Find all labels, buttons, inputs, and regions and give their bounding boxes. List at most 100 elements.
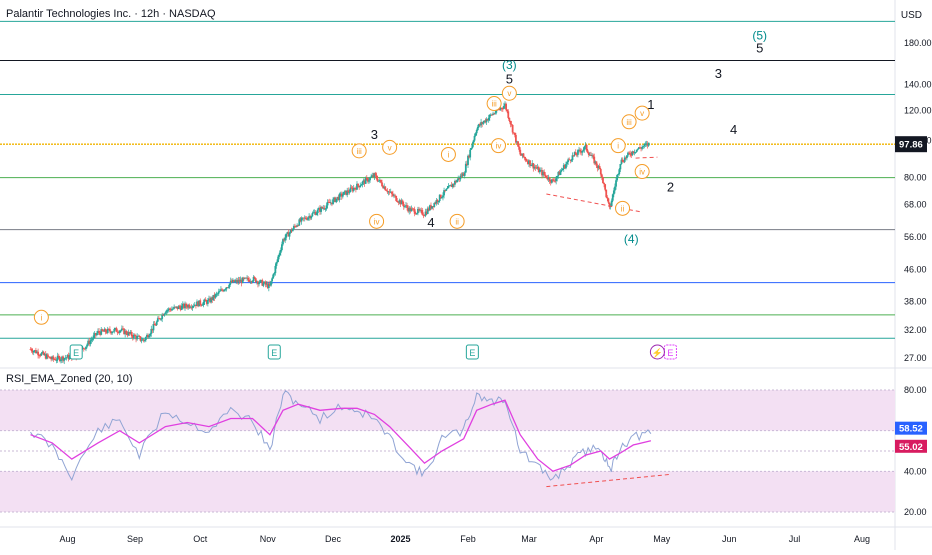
candle-body <box>331 202 333 205</box>
candle-body <box>319 208 321 212</box>
candle-body <box>127 332 130 336</box>
candle-body <box>454 180 456 185</box>
candle-body <box>451 183 454 188</box>
candle-body <box>176 306 179 309</box>
candle-body <box>540 170 542 171</box>
price-tick-label: 120.00 <box>904 105 932 115</box>
candle-body <box>544 174 547 176</box>
candle-body <box>337 196 340 200</box>
wave-circle-label-3: iv <box>374 217 380 226</box>
candle-body <box>58 356 61 362</box>
candle-body <box>579 149 582 152</box>
candle-body <box>236 280 239 283</box>
candle-body <box>213 294 216 298</box>
candle-body <box>378 179 381 181</box>
candle-body <box>141 339 144 341</box>
wave-circle-5 <box>449 213 465 229</box>
candle-body <box>597 166 600 169</box>
candle-body <box>37 351 39 356</box>
candle-body <box>336 196 339 199</box>
candle-body <box>400 200 403 205</box>
candle-body <box>380 179 382 183</box>
candle-body <box>599 169 602 175</box>
candle-body <box>618 169 621 175</box>
candle-body <box>396 200 399 202</box>
candle-body <box>592 155 595 157</box>
candle-body <box>117 332 120 334</box>
candle-body <box>307 217 309 220</box>
candle-body <box>561 168 564 170</box>
rsi-title: RSI_EMA_Zoned (20, 10) <box>6 373 133 385</box>
rsi-last-label-0: 58.52 <box>899 424 923 435</box>
candle-body <box>181 303 184 306</box>
candle-body <box>205 300 208 304</box>
candle-body <box>153 324 156 325</box>
wave-circle-label-10: iii <box>626 118 632 127</box>
candle-body <box>562 165 565 169</box>
candle-body <box>270 281 272 286</box>
candle-body <box>385 190 388 192</box>
time-tick-label: Aug <box>854 534 870 544</box>
candle-body <box>222 290 225 292</box>
candle-body <box>61 356 63 360</box>
candle-body <box>430 205 432 209</box>
candle-body <box>360 184 363 186</box>
candle-body <box>575 154 578 156</box>
candle-body <box>537 167 540 173</box>
candle-body <box>192 305 195 307</box>
candle-body <box>628 152 630 154</box>
candle-body <box>419 209 422 211</box>
candle-body <box>484 120 487 123</box>
candle-body <box>519 149 522 155</box>
candle-body <box>313 212 316 213</box>
candle-body <box>469 149 472 158</box>
candle-body <box>446 188 449 189</box>
candle-body <box>480 122 482 126</box>
candle-body <box>147 335 149 338</box>
candle-body <box>304 217 307 219</box>
wave-circle-7 <box>501 85 517 101</box>
candle-body <box>551 179 554 181</box>
candle-body <box>368 180 370 182</box>
candle-body <box>139 336 142 341</box>
wave-label-1: 4 <box>427 215 434 230</box>
candle-body <box>312 212 315 214</box>
candle-body <box>631 151 634 156</box>
earnings-marker-label-0: E <box>73 348 79 358</box>
wave-circle-10 <box>621 114 637 130</box>
candle-body <box>594 161 597 164</box>
candle-body <box>248 279 251 282</box>
rsi-zone-1 <box>0 471 895 512</box>
candle-body <box>412 208 415 210</box>
candle-body <box>263 281 266 284</box>
candle-body <box>122 328 124 330</box>
candle-body <box>169 309 172 311</box>
candle-body <box>119 330 122 332</box>
candle-body <box>107 328 110 330</box>
candle-body <box>237 279 240 283</box>
candle-body <box>623 157 626 162</box>
candle-body <box>600 174 603 178</box>
candle-body <box>624 157 627 159</box>
candle-body <box>189 307 192 309</box>
candle-body <box>518 146 521 150</box>
wave-degree-label-2: (5) <box>752 28 767 42</box>
rsi-zone-0 <box>0 390 895 431</box>
candle-body <box>109 329 111 332</box>
candle-body <box>356 183 358 190</box>
candle-body <box>128 332 131 334</box>
candle-body <box>125 330 128 335</box>
candle-body <box>488 114 491 118</box>
wave-label-7: 5 <box>756 40 763 55</box>
candle-body <box>357 183 359 186</box>
candle-body <box>254 278 257 283</box>
candle-body <box>606 197 609 199</box>
candle-body <box>202 301 205 305</box>
candle-body <box>67 354 70 360</box>
rsi-last-label-1: 55.02 <box>899 442 923 453</box>
candle-body <box>233 279 235 283</box>
candle-body <box>528 160 530 164</box>
candle-body <box>283 239 285 241</box>
price-tick-label: 32.00 <box>904 325 927 335</box>
